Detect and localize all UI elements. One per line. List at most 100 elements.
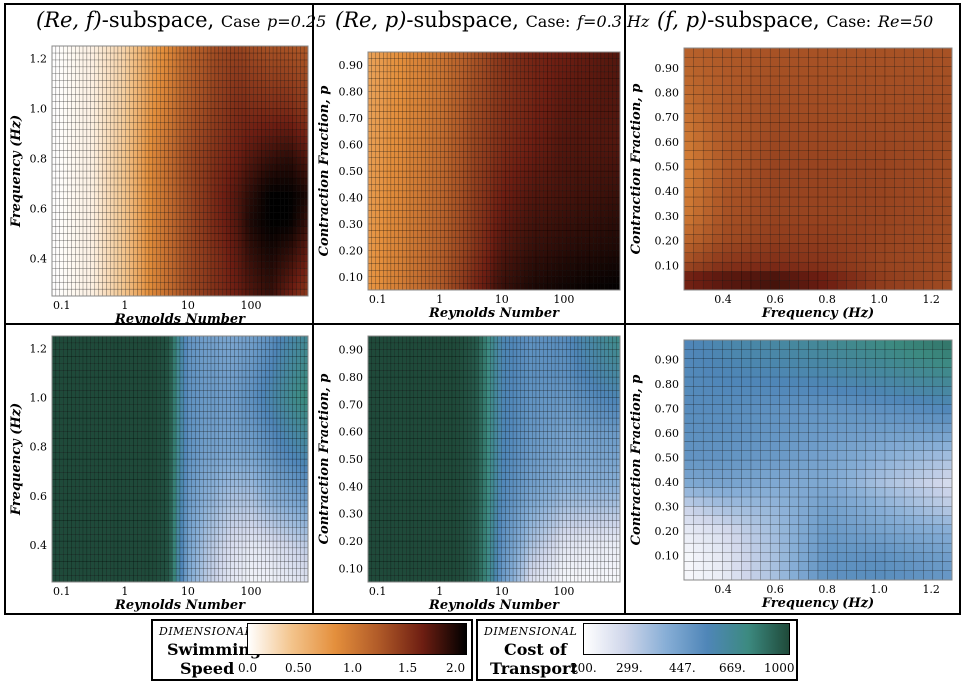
heatmap-cell [808, 243, 819, 253]
heatmap-cell [75, 247, 80, 255]
heatmap-cell [222, 156, 227, 165]
heatmap-cell [284, 80, 289, 88]
heatmap-cell [509, 91, 514, 99]
heatmap-cell [604, 184, 609, 192]
heatmap-cell [539, 236, 544, 244]
heatmap-cell [152, 198, 157, 206]
heatmap-cell [51, 66, 57, 74]
heatmap-cell [444, 131, 449, 139]
heatmap-cell [269, 233, 274, 241]
heatmap-cell [856, 252, 867, 263]
heatmap-cell [497, 250, 502, 258]
heatmap-cell [478, 124, 483, 132]
heatmap-cell [214, 136, 220, 144]
heatmap-cell [463, 263, 468, 271]
heatmap-cell [528, 276, 533, 284]
heatmap-cell [156, 101, 161, 109]
y-tick-label: 0.30 [339, 218, 364, 231]
heatmap-cell [218, 247, 223, 255]
heatmap-cell [490, 157, 495, 165]
heatmap-cell [113, 73, 119, 81]
heatmap-cell [505, 210, 510, 218]
heatmap-cell [141, 87, 146, 95]
heatmap-cell [78, 149, 84, 158]
heatmap-cell [303, 274, 309, 283]
heatmap-cell [616, 276, 621, 284]
heatmap-cell [110, 212, 115, 220]
heatmap-cell [280, 87, 285, 95]
heatmap-cell [168, 149, 173, 158]
heatmap-cell [417, 111, 422, 119]
heatmap-cell [512, 269, 518, 278]
heatmap-cell [543, 250, 548, 258]
heatmap-cell [501, 124, 506, 132]
heatmap-cell [444, 236, 449, 244]
heatmap-cell [482, 124, 487, 132]
heatmap-cell [516, 71, 521, 79]
heatmap-cell [300, 66, 305, 74]
heatmap-cell [303, 205, 309, 213]
heatmap-cell [117, 156, 123, 165]
heatmap-cell [276, 281, 282, 290]
heatmap-cell [90, 66, 95, 74]
heatmap-cell [218, 170, 223, 179]
heatmap-cell [459, 51, 464, 59]
heatmap-cell [172, 156, 177, 165]
heatmap-cell [505, 203, 510, 211]
heatmap-cell [817, 243, 828, 253]
heatmap-cell [585, 269, 590, 278]
heatmap-cell [203, 80, 208, 88]
heatmap-cell [245, 268, 251, 276]
heatmap-cell [383, 184, 388, 192]
heatmap-cell [394, 117, 399, 125]
heatmap-cell [67, 233, 72, 241]
heatmap-cell [168, 94, 173, 102]
heatmap-cell [218, 59, 223, 68]
heatmap-cell [612, 51, 617, 59]
heatmap-cell [276, 226, 282, 234]
heatmap-cell [386, 250, 392, 258]
heatmap-cell [187, 184, 192, 193]
heatmap-cell [183, 149, 188, 158]
heatmap-cell [367, 230, 373, 238]
heatmap-cell [367, 197, 373, 205]
heatmap-cell [63, 254, 68, 262]
heatmap-cell [402, 256, 407, 264]
heatmap-cell [577, 144, 583, 152]
heatmap-cell [474, 210, 479, 218]
heatmap-cell [923, 233, 934, 244]
heatmap-cell [532, 157, 537, 165]
heatmap-cell [141, 45, 146, 54]
heatmap-cell [206, 226, 212, 234]
heatmap-cell [245, 219, 251, 227]
heatmap-cell [241, 247, 247, 255]
heatmap-cell [179, 163, 185, 172]
heatmap-cell [191, 184, 196, 193]
heatmap-cell [98, 143, 103, 151]
heatmap-cell [276, 268, 282, 276]
heatmap-cell [486, 236, 491, 244]
heatmap-cell [577, 104, 583, 112]
heatmap-cell [528, 124, 533, 132]
heatmap-cell [218, 281, 223, 290]
heatmap-cell [593, 144, 598, 152]
heatmap-cell [932, 243, 943, 253]
heatmap-cell [253, 226, 258, 234]
heatmap-cell [296, 59, 301, 68]
heatmap-cell [206, 219, 212, 227]
heatmap-cell [261, 170, 266, 179]
heatmap-cell [512, 250, 518, 258]
heatmap-cell [272, 143, 278, 151]
heatmap-cell [203, 163, 208, 172]
heatmap-cell [379, 117, 384, 125]
heatmap-cell [51, 288, 57, 297]
heatmap-cell [558, 203, 563, 211]
heatmap-cell [490, 144, 495, 152]
heatmap-cell [501, 276, 506, 284]
heatmap-cell [490, 164, 495, 172]
heatmap-cell [493, 111, 499, 119]
heatmap-cell [455, 91, 460, 99]
heatmap-cell [386, 170, 392, 178]
heatmap-cell [67, 274, 72, 283]
heatmap-cell [106, 101, 111, 109]
